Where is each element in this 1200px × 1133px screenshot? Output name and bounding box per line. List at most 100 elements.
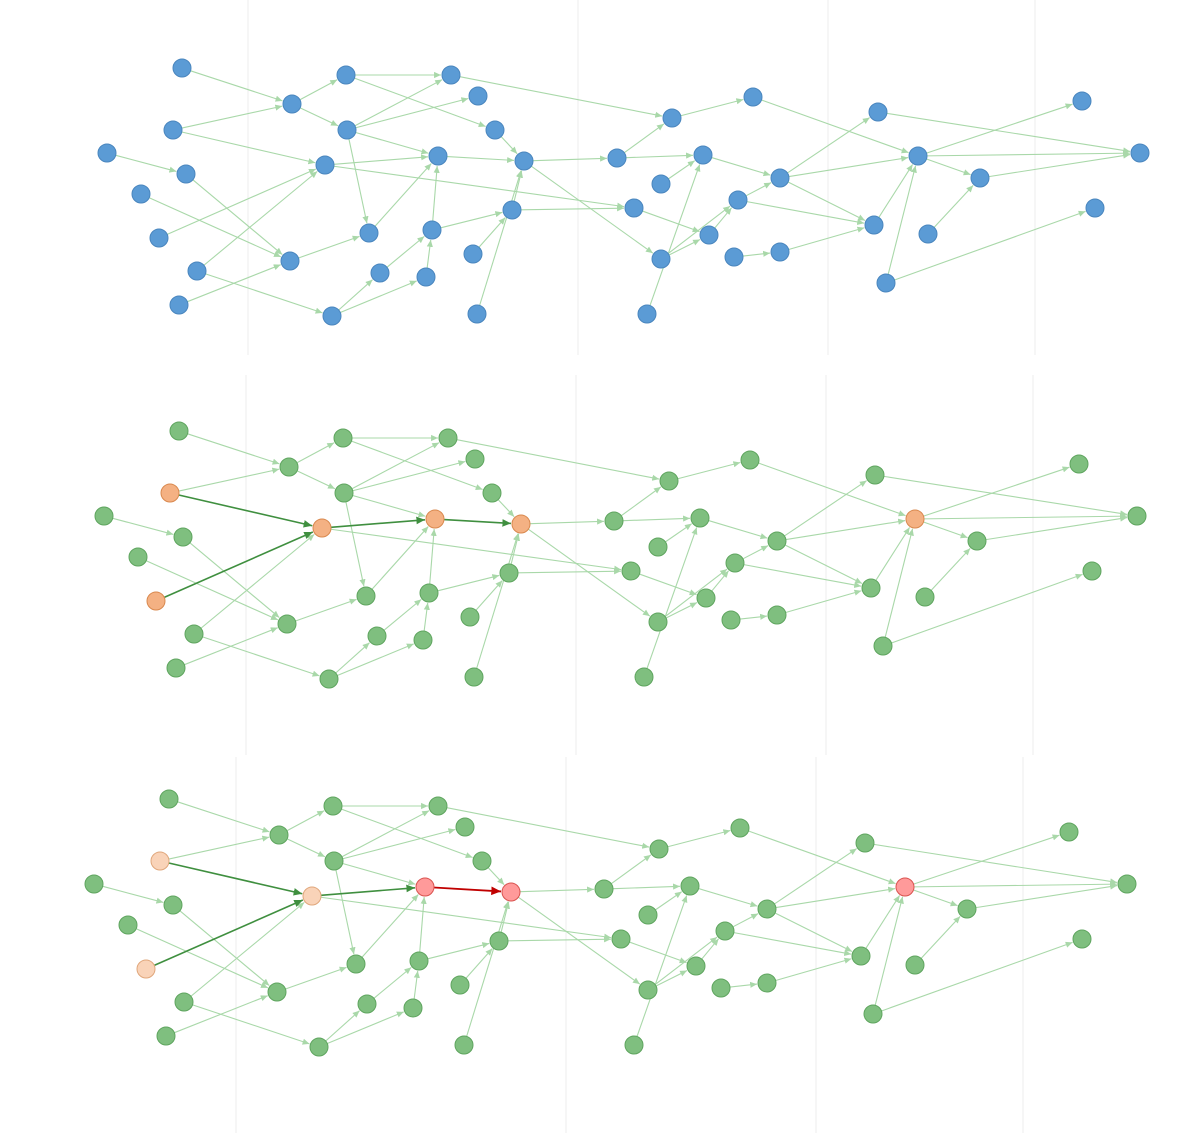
node-J3 bbox=[767, 531, 787, 551]
edge-P2-R2 bbox=[465, 948, 493, 979]
edge-G3-K3 bbox=[665, 601, 698, 619]
panels bbox=[84, 58, 1150, 1057]
node-B3 bbox=[511, 514, 531, 534]
edge-H3-D3 bbox=[646, 527, 698, 669]
node-C1 bbox=[333, 428, 353, 448]
node-G3 bbox=[648, 612, 668, 632]
edge-G1-D1 bbox=[351, 442, 440, 490]
edge-G3-I3 bbox=[654, 936, 718, 985]
node-K1 bbox=[868, 102, 888, 122]
edge-J3-K1 bbox=[787, 117, 871, 174]
node-O2 bbox=[416, 267, 436, 287]
edge-M2-B3 bbox=[443, 518, 512, 527]
edge-I3-N3 bbox=[746, 201, 865, 225]
edge-M3-N3 bbox=[788, 226, 865, 251]
node-J1 bbox=[740, 450, 760, 470]
edge-I3-N3 bbox=[733, 932, 852, 956]
edge-E1-J2 bbox=[181, 131, 316, 165]
edge-L2-K2 bbox=[338, 279, 373, 311]
edge-C2-J2 bbox=[167, 168, 317, 235]
edge-L2-O2 bbox=[340, 280, 417, 314]
edge-B1-G1 bbox=[286, 838, 326, 858]
edge-J2-F3 bbox=[330, 528, 622, 572]
node-G1 bbox=[324, 851, 344, 871]
edge-G1-M2 bbox=[355, 131, 429, 155]
node-C3 bbox=[604, 511, 624, 531]
edge-G3-K3 bbox=[655, 969, 688, 987]
node-H3 bbox=[637, 304, 657, 324]
node-D2 bbox=[184, 624, 204, 644]
edge-A2-H2 bbox=[192, 179, 283, 256]
edge-P3-S3 bbox=[988, 152, 1131, 178]
edge-E1-J2 bbox=[178, 494, 313, 528]
edge-S2-P3 bbox=[923, 521, 968, 539]
edge-D2-L2 bbox=[205, 273, 323, 314]
edge-P3-S3 bbox=[975, 883, 1118, 909]
edge-E1-B1 bbox=[168, 835, 270, 860]
edge-A1-B1 bbox=[190, 70, 283, 102]
node-M3 bbox=[757, 973, 777, 993]
edge-G1-D1 bbox=[354, 79, 443, 127]
edge-F3-K3 bbox=[639, 573, 697, 596]
edge-D2-L2 bbox=[192, 1004, 310, 1045]
edge-Q2-B3 bbox=[476, 533, 519, 669]
node-E2 bbox=[156, 1026, 176, 1046]
panel-middle bbox=[94, 421, 1147, 689]
node-R3 bbox=[1085, 198, 1105, 218]
edge-N2-R2 bbox=[440, 211, 503, 229]
edge-J2-M2 bbox=[330, 516, 426, 529]
node-P2 bbox=[450, 975, 470, 995]
node-I1 bbox=[662, 108, 682, 128]
node-G1 bbox=[337, 120, 357, 140]
edge-H1-B3 bbox=[487, 867, 505, 886]
node-F1 bbox=[465, 449, 485, 469]
node-D2 bbox=[187, 261, 207, 281]
node-F3 bbox=[621, 561, 641, 581]
node-K3 bbox=[699, 225, 719, 245]
edge-C2-J2 bbox=[153, 899, 304, 967]
edge-G3-K3 bbox=[668, 238, 701, 256]
edge-J3-S2 bbox=[785, 518, 906, 541]
node-L1 bbox=[1069, 454, 1089, 474]
edge-N3-S2 bbox=[875, 527, 911, 581]
edge-D2-J2 bbox=[200, 533, 315, 629]
edge-B2-H2 bbox=[145, 560, 279, 621]
node-D3 bbox=[680, 876, 700, 896]
edge-M3-N3 bbox=[775, 957, 852, 982]
node-K3 bbox=[696, 588, 716, 608]
edge-M1-A2 bbox=[115, 154, 177, 173]
node-A1 bbox=[172, 58, 192, 78]
node-I2 bbox=[359, 223, 379, 243]
edge-G1-F1 bbox=[352, 460, 466, 492]
node-H2 bbox=[280, 251, 300, 271]
edge-F3-K3 bbox=[629, 941, 687, 964]
edge-S2-L1 bbox=[926, 103, 1073, 154]
node-P3 bbox=[967, 531, 987, 551]
edge-S2-S3 bbox=[926, 150, 1131, 157]
node-L2 bbox=[322, 306, 342, 326]
node-J1 bbox=[743, 87, 763, 107]
edge-H3-D3 bbox=[636, 895, 688, 1037]
edge-G3-I3 bbox=[667, 205, 731, 254]
node-D3 bbox=[693, 145, 713, 165]
node-N3 bbox=[851, 946, 871, 966]
node-Q3 bbox=[863, 1004, 883, 1024]
node-S3 bbox=[1117, 874, 1137, 894]
node-I1 bbox=[649, 839, 669, 859]
edge-B1-G1 bbox=[296, 470, 336, 490]
edge-J3-S2 bbox=[788, 155, 909, 178]
edge-Q3-R3 bbox=[894, 210, 1086, 281]
node-N2 bbox=[422, 220, 442, 240]
edge-D2-J2 bbox=[203, 170, 318, 266]
edge-K3-I3 bbox=[701, 938, 720, 960]
node-S2 bbox=[895, 877, 915, 897]
node-E3 bbox=[648, 537, 668, 557]
edge-K2-N2 bbox=[383, 598, 422, 631]
edge-Q3-S2 bbox=[887, 165, 917, 275]
edge-G1-I2 bbox=[348, 138, 369, 224]
node-B2 bbox=[118, 915, 138, 935]
node-N3 bbox=[861, 578, 881, 598]
node-M3 bbox=[767, 605, 787, 625]
edge-K3-I3 bbox=[714, 207, 733, 229]
